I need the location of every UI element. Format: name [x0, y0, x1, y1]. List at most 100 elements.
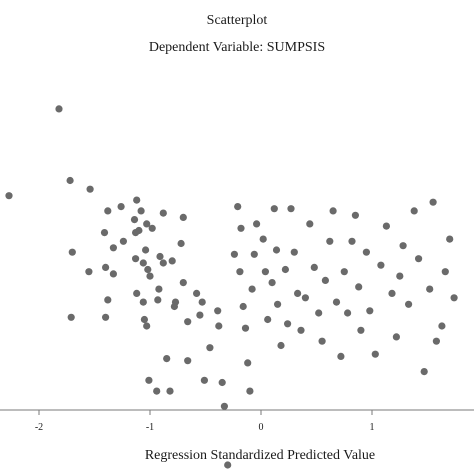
- data-point: [310, 263, 318, 271]
- data-point: [119, 237, 127, 245]
- data-point: [184, 357, 192, 365]
- data-point: [215, 322, 223, 330]
- data-point: [410, 207, 418, 215]
- data-point: [130, 216, 139, 224]
- data-point: [117, 203, 125, 211]
- data-point: [246, 387, 254, 395]
- data-point: [241, 324, 250, 332]
- data-point: [284, 320, 292, 328]
- data-point: [166, 387, 174, 395]
- data-point: [366, 307, 374, 315]
- x-tick-label: -1: [146, 422, 154, 433]
- data-point: [109, 244, 117, 252]
- data-point: [154, 296, 162, 304]
- data-point: [441, 268, 449, 276]
- data-point: [145, 376, 153, 384]
- data-point: [355, 283, 363, 291]
- data-point: [357, 326, 365, 334]
- data-point: [261, 268, 269, 276]
- data-point: [86, 185, 94, 193]
- data-point: [244, 359, 252, 367]
- data-point: [351, 211, 359, 219]
- data-point: [392, 333, 400, 341]
- data-point: [396, 272, 404, 280]
- data-point: [177, 239, 185, 248]
- data-point: [179, 279, 187, 287]
- data-point: [250, 250, 258, 258]
- data-point: [163, 355, 171, 363]
- data-point: [142, 246, 150, 254]
- data-point: [104, 207, 112, 215]
- data-point: [193, 289, 201, 297]
- data-point: [253, 220, 261, 228]
- data-point: [85, 268, 93, 276]
- data-point: [297, 326, 305, 334]
- chart-subtitle: Dependent Variable: SUMPSIS: [149, 40, 325, 55]
- data-point: [179, 213, 187, 221]
- data-point: [155, 285, 163, 293]
- data-point: [321, 276, 329, 284]
- data-point: [200, 376, 208, 384]
- data-point: [248, 285, 256, 293]
- data-point: [67, 313, 75, 321]
- data-point: [133, 289, 141, 297]
- data-point: [429, 198, 437, 206]
- data-point: [55, 105, 63, 113]
- data-point: [377, 261, 385, 269]
- data-point: [153, 387, 161, 395]
- data-point: [272, 246, 281, 254]
- chart-title: Scatterplot: [207, 13, 268, 28]
- data-point: [146, 272, 154, 280]
- data-point: [399, 242, 407, 250]
- data-point: [446, 235, 454, 243]
- data-point: [140, 315, 148, 324]
- plot-area: [5, 105, 458, 469]
- data-point: [184, 318, 192, 326]
- data-point: [159, 259, 167, 267]
- data-point: [100, 229, 109, 237]
- data-point: [234, 203, 242, 211]
- data-point: [133, 196, 141, 204]
- x-axis-ticks: -2 -1 0 1: [35, 410, 375, 433]
- data-point: [270, 205, 278, 213]
- data-point: [432, 337, 440, 345]
- data-point: [318, 337, 326, 345]
- data-point: [337, 352, 345, 360]
- data-point: [224, 461, 232, 469]
- data-point: [264, 315, 272, 324]
- data-point: [281, 265, 289, 274]
- data-point: [220, 402, 228, 410]
- x-tick-label: -2: [35, 422, 43, 433]
- data-point: [371, 350, 379, 358]
- data-point: [132, 229, 140, 237]
- data-point: [156, 252, 164, 261]
- data-point: [287, 205, 295, 213]
- data-point: [268, 279, 276, 287]
- data-point: [143, 220, 151, 228]
- data-point: [196, 311, 204, 319]
- data-point: [450, 294, 458, 302]
- data-point: [102, 313, 110, 321]
- data-point: [438, 322, 446, 330]
- data-point: [109, 270, 117, 278]
- data-point: [102, 263, 110, 271]
- data-point: [148, 224, 156, 232]
- data-point: [405, 300, 413, 308]
- data-point: [294, 289, 302, 297]
- x-tick-label: 1: [370, 422, 375, 433]
- data-point: [230, 250, 238, 258]
- data-point: [344, 309, 352, 317]
- data-point: [362, 248, 370, 256]
- data-point: [315, 309, 323, 317]
- data-point: [236, 268, 244, 276]
- data-point: [168, 257, 176, 265]
- data-point: [139, 259, 147, 267]
- data-point: [277, 341, 285, 350]
- data-point: [290, 248, 298, 256]
- data-point: [132, 255, 140, 263]
- data-point: [332, 298, 341, 306]
- data-point: [274, 300, 282, 308]
- data-point: [239, 302, 247, 311]
